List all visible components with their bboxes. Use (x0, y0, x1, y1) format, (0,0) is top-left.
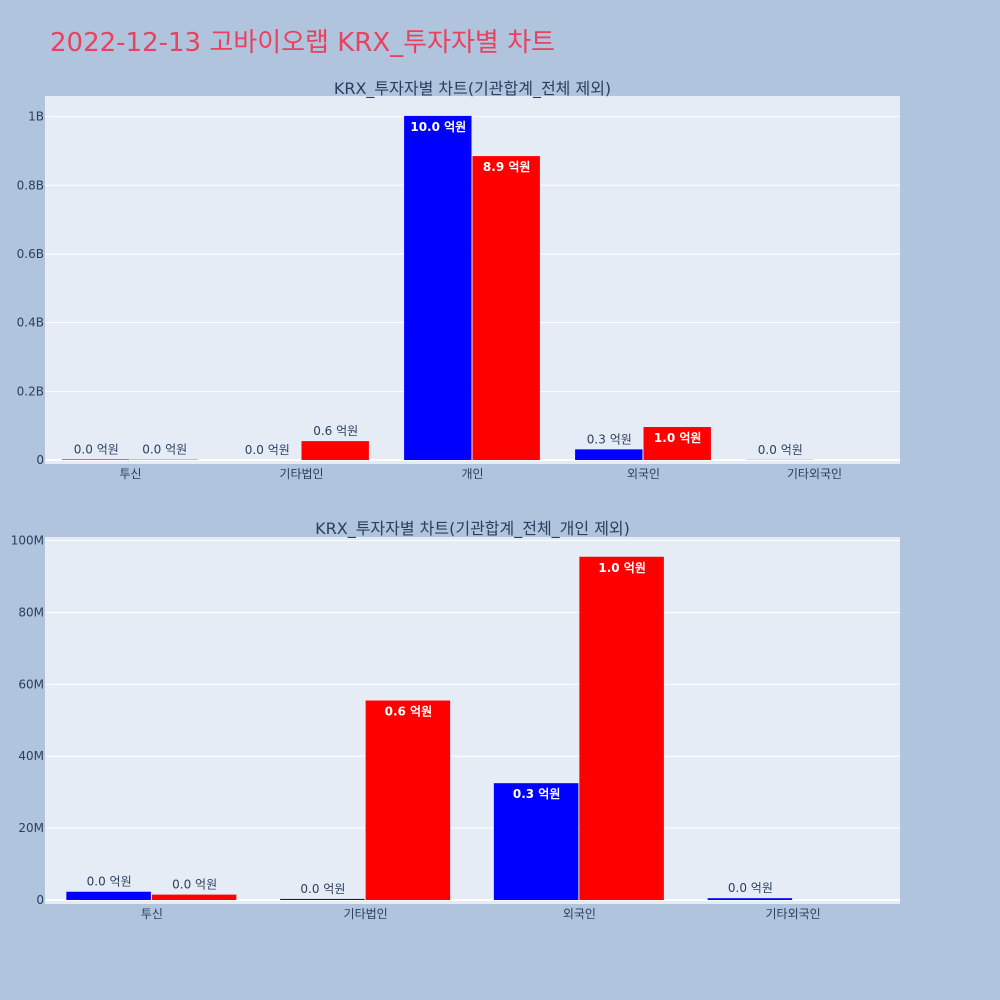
bar-label: 0.0 억원 (87, 875, 132, 889)
bar-label: 0.0 억원 (172, 878, 217, 892)
y-tick-label: 0.4B (17, 316, 44, 330)
y-tick-label: 1B (28, 110, 44, 124)
y-tick-label: 40M (18, 749, 44, 763)
y-tick-label: 0 (36, 893, 44, 907)
bar-label: 0.0 억원 (142, 443, 187, 457)
bar (707, 898, 793, 900)
bar (151, 894, 237, 900)
bar-label: 10.0 억원 (410, 120, 466, 134)
bar (579, 556, 664, 900)
y-tick-label: 0.8B (17, 178, 44, 192)
bar-label: 8.9 억원 (483, 160, 531, 174)
x-tick-label: 개인 (461, 467, 483, 481)
bar-label: 0.3 억원 (587, 432, 632, 446)
x-tick-label: 기타외국인 (787, 467, 842, 481)
x-tick-label: 기타외국인 (766, 907, 821, 921)
x-tick-label: 기타법인 (344, 907, 388, 921)
bar (472, 156, 540, 460)
x-tick-label: 외국인 (563, 907, 596, 921)
page-title: 2022-12-13 고바이오랩 KRX_투자자별 차트 (50, 28, 555, 58)
bar-label: 0.0 억원 (758, 443, 803, 457)
y-tick-label: 20M (18, 821, 44, 835)
x-tick-label: 기타법인 (279, 467, 323, 481)
bar (280, 898, 365, 900)
bar-label: 0.3 억원 (513, 787, 561, 801)
x-tick-label: 투신 (119, 467, 141, 481)
bar (66, 891, 151, 900)
bar-label: 1.0 억원 (654, 431, 702, 445)
bar-label: 0.0 억원 (74, 442, 119, 456)
subplot-title-2: KRX_투자자별 차트(기관합계_전체_개인 제외) (315, 519, 630, 539)
bar-label: 0.6 억원 (313, 424, 358, 438)
y-tick-label: 100M (11, 534, 44, 548)
y-tick-label: 60M (18, 677, 44, 691)
y-tick-label: 80M (18, 605, 44, 619)
bar-label: 0.0 억원 (728, 881, 773, 895)
bar (493, 783, 579, 900)
bar (643, 427, 711, 460)
bar (301, 441, 369, 460)
bar (62, 459, 130, 460)
y-tick-label: 0 (36, 453, 44, 467)
bar (365, 700, 451, 900)
bar-label: 0.6 억원 (385, 705, 433, 719)
bar-label: 0.0 억원 (300, 882, 345, 896)
bar (404, 115, 472, 460)
bar-label: 0.0 억원 (245, 443, 290, 457)
y-tick-label: 0.2B (17, 384, 44, 398)
bar (575, 449, 643, 460)
x-tick-label: 투신 (141, 907, 163, 921)
x-tick-label: 외국인 (627, 467, 660, 481)
y-tick-label: 0.6B (17, 247, 44, 261)
subplot-title-1: KRX_투자자별 차트(기관합계_전체 제외) (334, 79, 611, 99)
plot-area-2 (45, 537, 900, 904)
bar-label: 1.0 억원 (598, 561, 646, 575)
